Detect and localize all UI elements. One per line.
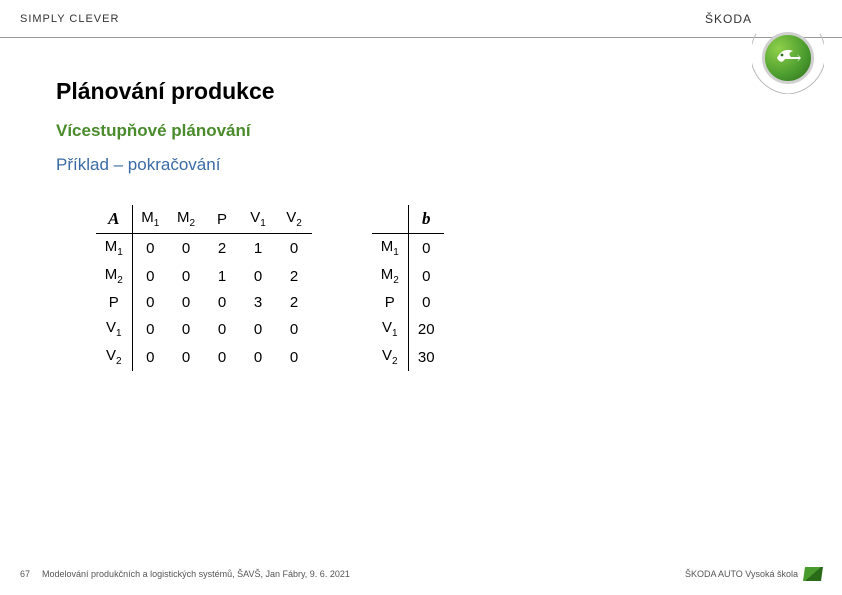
cell: 0 <box>132 343 168 371</box>
table-row: M200102 <box>96 262 312 290</box>
cell: 2 <box>276 290 312 315</box>
cell: 3 <box>240 290 276 315</box>
section-title: Vícestupňové plánování <box>56 121 786 141</box>
table-row: V230 <box>372 343 444 371</box>
row-header: M1 <box>96 234 132 263</box>
cell: 1 <box>240 234 276 263</box>
row-header: V2 <box>372 343 408 371</box>
row-header: P <box>96 290 132 315</box>
cell: 0 <box>168 290 204 315</box>
footer-text: Modelování produkčních a logistických sy… <box>42 569 350 579</box>
slide-content: Plánování produkce Vícestupňové plánován… <box>0 38 842 371</box>
cell: 0 <box>204 290 240 315</box>
cell: 0 <box>240 315 276 343</box>
cell: 2 <box>276 262 312 290</box>
cell: 0 <box>204 315 240 343</box>
cell: 0 <box>276 315 312 343</box>
table-row: V200000 <box>96 343 312 371</box>
col-header: M2 <box>168 205 204 234</box>
table-row: M10 <box>372 234 444 263</box>
example-label: Příklad – pokračování <box>56 155 786 175</box>
cell: 0 <box>240 343 276 371</box>
cell: 0 <box>276 234 312 263</box>
page-number: 67 <box>20 569 30 579</box>
row-header: P <box>372 290 408 315</box>
empty-header <box>372 205 408 234</box>
table-row: P00032 <box>96 290 312 315</box>
cell: 0 <box>168 234 204 263</box>
cell: 30 <box>408 343 444 371</box>
cell: 0 <box>132 262 168 290</box>
cell: 0 <box>408 262 444 290</box>
col-header: V2 <box>276 205 312 234</box>
matrix-a-label: A <box>96 205 132 234</box>
cell: 0 <box>276 343 312 371</box>
school-name: ŠKODA AUTO Vysoká škola <box>685 569 798 579</box>
row-header: V1 <box>96 315 132 343</box>
cell: 2 <box>204 234 240 263</box>
slide-header: SIMPLY CLEVER ŠKODA <box>0 0 842 38</box>
table-row: V120 <box>372 315 444 343</box>
col-header: P <box>204 205 240 234</box>
cell: 0 <box>132 234 168 263</box>
tagline: SIMPLY CLEVER <box>20 13 119 25</box>
row-header: V1 <box>372 315 408 343</box>
cell: 20 <box>408 315 444 343</box>
school-logo-icon <box>803 567 823 581</box>
page-title: Plánování produkce <box>56 78 786 105</box>
row-header: M2 <box>96 262 132 290</box>
skoda-logo <box>752 22 824 94</box>
cell: 0 <box>168 315 204 343</box>
col-header: V1 <box>240 205 276 234</box>
matrix-a-table: AM1M2PV1V2 M100210M200102P00032V100000V2… <box>96 205 312 371</box>
table-area: AM1M2PV1V2 M100210M200102P00032V100000V2… <box>56 205 786 371</box>
col-header: M1 <box>132 205 168 234</box>
row-header: M2 <box>372 262 408 290</box>
cell: 0 <box>168 343 204 371</box>
cell: 0 <box>408 234 444 263</box>
table-row: P0 <box>372 290 444 315</box>
vector-b-label: b <box>408 205 444 234</box>
cell: 0 <box>204 343 240 371</box>
slide-footer: 67 Modelování produkčních a logistických… <box>0 567 842 581</box>
table-row: M20 <box>372 262 444 290</box>
cell: 0 <box>132 315 168 343</box>
cell: 0 <box>408 290 444 315</box>
row-header: M1 <box>372 234 408 263</box>
vector-b-table: b M10M20P0V120V230 <box>372 205 444 371</box>
row-header: V2 <box>96 343 132 371</box>
cell: 0 <box>240 262 276 290</box>
table-row: V100000 <box>96 315 312 343</box>
table-row: M100210 <box>96 234 312 263</box>
cell: 1 <box>204 262 240 290</box>
cell: 0 <box>168 262 204 290</box>
cell: 0 <box>132 290 168 315</box>
brand-name: ŠKODA <box>705 12 752 26</box>
